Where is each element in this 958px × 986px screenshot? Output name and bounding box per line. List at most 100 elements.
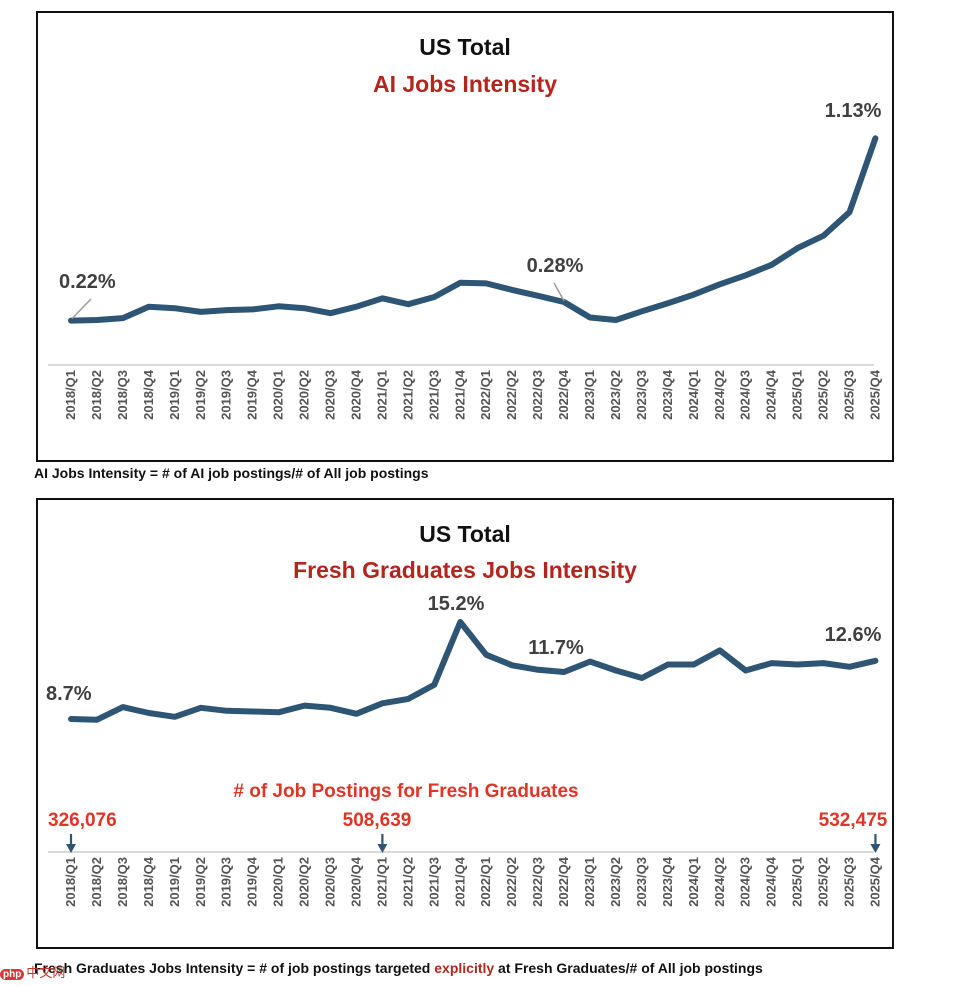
data-point	[535, 293, 541, 299]
data-point	[146, 304, 152, 310]
postings-title: # of Job Postings for Fresh Graduates	[233, 781, 578, 802]
data-point	[431, 682, 437, 688]
data-point	[769, 660, 775, 666]
label-leader-line	[553, 282, 565, 302]
x-tick-label: 2022/Q1	[478, 370, 493, 420]
fresh-grad-definition-note: Fresh Graduates Jobs Intensity = # of jo…	[34, 960, 763, 976]
x-tick-label: 2020/Q4	[348, 369, 363, 420]
chart-subtitle: Fresh Graduates Jobs Intensity	[293, 557, 637, 583]
x-tick-label: 2022/Q3	[530, 857, 545, 907]
data-label: 11.7%	[528, 637, 584, 659]
data-point	[587, 659, 593, 665]
x-tick-label: 2019/Q1	[167, 370, 182, 420]
series-line	[68, 135, 879, 324]
x-tick-label: 2023/Q2	[608, 370, 623, 420]
x-tick-label: 2023/Q3	[634, 370, 649, 420]
x-tick-label: 2022/Q2	[504, 370, 519, 420]
x-tick-label: 2019/Q2	[193, 857, 208, 907]
data-point	[172, 714, 178, 720]
data-point	[691, 662, 697, 668]
x-tick-label: 2023/Q4	[660, 369, 675, 420]
data-point	[872, 658, 878, 664]
data-point	[509, 287, 515, 293]
x-tick-label: 2025/Q2	[816, 857, 831, 907]
data-point	[68, 318, 74, 324]
x-tick-label: 2024/Q3	[738, 370, 753, 420]
x-tick-label: 2019/Q2	[193, 370, 208, 420]
data-point	[665, 300, 671, 306]
data-point	[561, 669, 567, 675]
x-tick-label: 2021/Q4	[452, 856, 467, 907]
data-point	[120, 315, 126, 321]
x-tick-label: 2021/Q3	[426, 370, 441, 420]
data-point	[353, 711, 359, 717]
watermark-badge: php	[0, 969, 25, 980]
data-label: 8.7%	[46, 683, 92, 705]
chart-subtitle: AI Jobs Intensity	[373, 71, 557, 97]
data-point	[94, 717, 100, 723]
x-tick-label: 2021/Q1	[374, 857, 389, 907]
data-point	[717, 281, 723, 287]
ai-intensity-definition-note: AI Jobs Intensity = # of AI job postings…	[34, 465, 429, 481]
x-tick-label: 2023/Q4	[660, 856, 675, 907]
data-point	[172, 305, 178, 311]
x-tick-label: 2023/Q3	[634, 857, 649, 907]
x-tick-label: 2023/Q1	[582, 857, 597, 907]
x-tick-label: 2022/Q3	[530, 370, 545, 420]
x-tick-label: 2021/Q1	[374, 370, 389, 420]
postings-arrow-head	[870, 844, 881, 853]
data-point	[328, 310, 333, 316]
x-tick-label: 2020/Q1	[271, 370, 286, 420]
x-tick-label: 2025/Q4	[867, 856, 882, 907]
x-tick-label: 2021/Q3	[426, 857, 441, 907]
x-tick-label: 2022/Q4	[556, 369, 571, 420]
x-tick-label: 2019/Q4	[245, 856, 260, 907]
ai-intensity-chart: US Total AI Jobs Intensity 2018/Q1 2018/Q…	[48, 34, 882, 420]
note-text-after: at Fresh Graduates/# of All job postings	[494, 960, 763, 976]
data-point	[353, 304, 359, 310]
x-tick-label: 2019/Q4	[245, 369, 260, 420]
x-tick-label: 2023/Q2	[608, 857, 623, 907]
postings-count-label: 508,639	[343, 810, 412, 831]
data-label: 1.13%	[825, 100, 882, 122]
x-tick-label: 2018/Q3	[115, 370, 130, 420]
data-point	[224, 708, 230, 714]
data-point	[405, 301, 411, 307]
x-tick-label: 2021/Q2	[400, 370, 415, 420]
x-tick-label: 2021/Q2	[400, 857, 415, 907]
fresh-grad-intensity-chart-panel: US Total Fresh Graduates Jobs Intensity …	[36, 498, 894, 949]
data-point	[198, 705, 204, 711]
data-point	[328, 705, 333, 711]
x-tick-label: 2018/Q4	[141, 856, 156, 907]
data-point	[509, 662, 515, 668]
x-tick-label: 2020/Q3	[323, 857, 338, 907]
fresh-grad-intensity-chart: US Total Fresh Graduates Jobs Intensity …	[46, 521, 888, 907]
x-tick-label: 2022/Q1	[478, 857, 493, 907]
data-point	[639, 675, 645, 681]
x-tick-label: 2024/Q4	[764, 369, 779, 420]
data-point	[561, 299, 567, 305]
x-tick-label: 2024/Q3	[738, 857, 753, 907]
x-tick-label: 2018/Q2	[89, 857, 104, 907]
data-point	[302, 305, 308, 311]
ai-intensity-chart-panel: US Total AI Jobs Intensity 2018/Q1 2018/Q…	[36, 11, 894, 462]
chart-title: US Total	[419, 34, 511, 60]
note-text-highlight: explicitly	[434, 960, 495, 976]
data-point	[224, 307, 230, 313]
x-tick-label: 2018/Q4	[141, 369, 156, 420]
x-tick-label: 2024/Q1	[686, 370, 701, 420]
x-tick-label: 2025/Q1	[790, 857, 805, 907]
data-label: 15.2%	[428, 593, 485, 615]
data-point	[587, 315, 593, 320]
x-tick-label: 2018/Q1	[63, 857, 78, 907]
data-point	[250, 306, 256, 312]
x-tick-label: 2019/Q3	[219, 370, 234, 420]
data-point	[483, 652, 489, 658]
data-label: 0.22%	[59, 271, 116, 293]
series-line	[68, 619, 879, 723]
data-point	[613, 317, 619, 323]
data-label: 0.28%	[527, 255, 584, 277]
data-point	[847, 209, 852, 215]
data-point	[302, 703, 308, 709]
site-watermark: php 中文网	[0, 962, 65, 981]
